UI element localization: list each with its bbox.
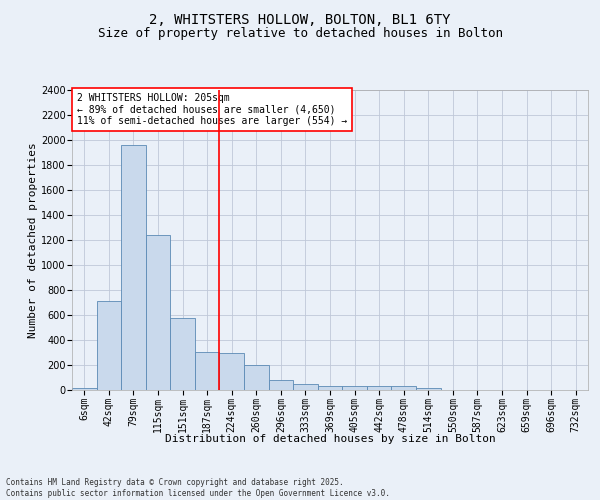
Text: 2, WHITSTERS HOLLOW, BOLTON, BL1 6TY: 2, WHITSTERS HOLLOW, BOLTON, BL1 6TY (149, 12, 451, 26)
Bar (97, 301, 121, 390)
Bar (170, 318, 195, 390)
Bar (293, 384, 318, 390)
Bar (342, 386, 367, 390)
Text: Contains HM Land Registry data © Crown copyright and database right 2025.
Contai: Contains HM Land Registry data © Crown c… (6, 478, 390, 498)
Bar (269, 380, 293, 390)
Bar (391, 386, 416, 390)
Bar (121, 145, 146, 390)
Text: 2 WHITSTERS HOLLOW: 205sqm
← 89% of detached houses are smaller (4,650)
11% of s: 2 WHITSTERS HOLLOW: 205sqm ← 89% of deta… (77, 93, 347, 126)
Bar (146, 235, 170, 390)
Bar (244, 365, 269, 390)
Y-axis label: Number of detached properties: Number of detached properties (28, 142, 38, 338)
Bar (367, 386, 391, 390)
Bar (220, 352, 244, 390)
Bar (72, 388, 97, 390)
Text: Size of property relative to detached houses in Bolton: Size of property relative to detached ho… (97, 28, 503, 40)
Bar (416, 388, 440, 390)
Bar (195, 352, 220, 390)
X-axis label: Distribution of detached houses by size in Bolton: Distribution of detached houses by size … (164, 434, 496, 444)
Bar (318, 386, 342, 390)
